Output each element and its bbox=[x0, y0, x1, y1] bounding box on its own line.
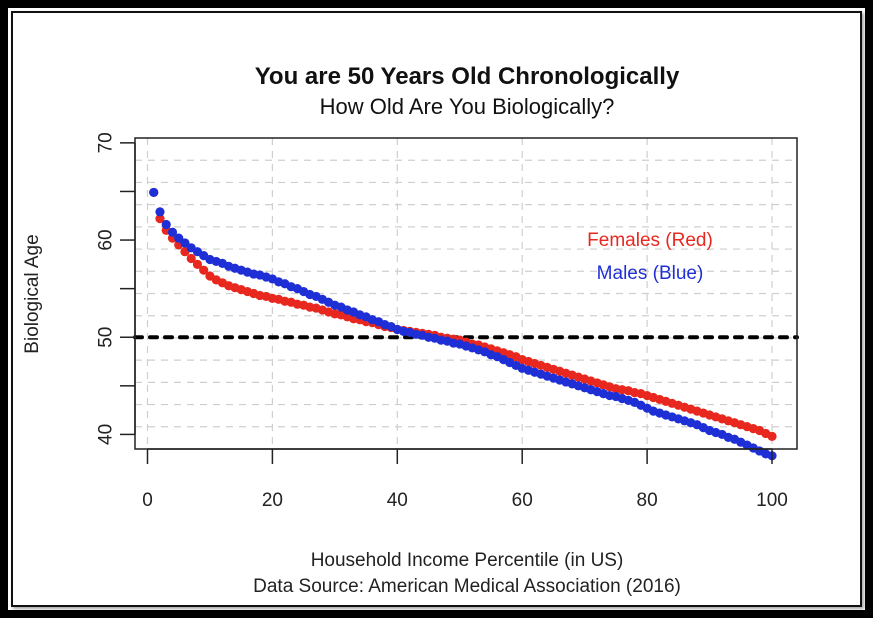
legend-males: Males (Blue) bbox=[597, 263, 704, 284]
caption: Data Source: American Medical Associatio… bbox=[253, 576, 681, 597]
y-tick-label: 50 bbox=[96, 327, 117, 348]
data-point-females bbox=[155, 214, 165, 224]
data-point-males bbox=[161, 219, 171, 230]
y-tick-label: 70 bbox=[96, 132, 117, 153]
y-tick-label: 60 bbox=[96, 229, 117, 250]
series-males bbox=[149, 187, 777, 461]
x-tick-label: 100 bbox=[756, 490, 788, 511]
grid bbox=[135, 138, 797, 449]
x-axis-label: Household Income Percentile (in US) bbox=[311, 550, 624, 571]
legend-females: Females (Red) bbox=[587, 230, 713, 251]
chart-title: You are 50 Years Old Chronologically bbox=[255, 63, 680, 90]
data-point-females bbox=[186, 253, 196, 264]
data-point-males bbox=[167, 227, 178, 237]
points-group bbox=[149, 187, 777, 461]
y-axis-label: Biological Age bbox=[22, 234, 43, 353]
data-point-females bbox=[192, 259, 203, 269]
y-tick-label: 40 bbox=[96, 424, 117, 445]
x-tick-label: 0 bbox=[142, 490, 153, 511]
x-tick-label: 80 bbox=[637, 490, 658, 511]
x-axis: 0 20 40 60 80 100 bbox=[142, 448, 788, 511]
data-point-males bbox=[174, 233, 184, 243]
data-point-males bbox=[155, 207, 165, 217]
chart-subtitle: How Old Are You Biologically? bbox=[320, 94, 615, 119]
data-point-females bbox=[767, 431, 777, 441]
data-point-females bbox=[199, 265, 209, 275]
series-females bbox=[149, 187, 777, 441]
y-axis: 40 50 60 70 bbox=[96, 132, 136, 445]
x-tick-label: 60 bbox=[512, 490, 533, 511]
inner-frame bbox=[11, 11, 862, 607]
x-tick-label: 20 bbox=[262, 490, 283, 511]
data-point-males bbox=[149, 187, 159, 198]
data-point-males bbox=[180, 238, 190, 248]
x-tick-label: 40 bbox=[387, 490, 408, 511]
